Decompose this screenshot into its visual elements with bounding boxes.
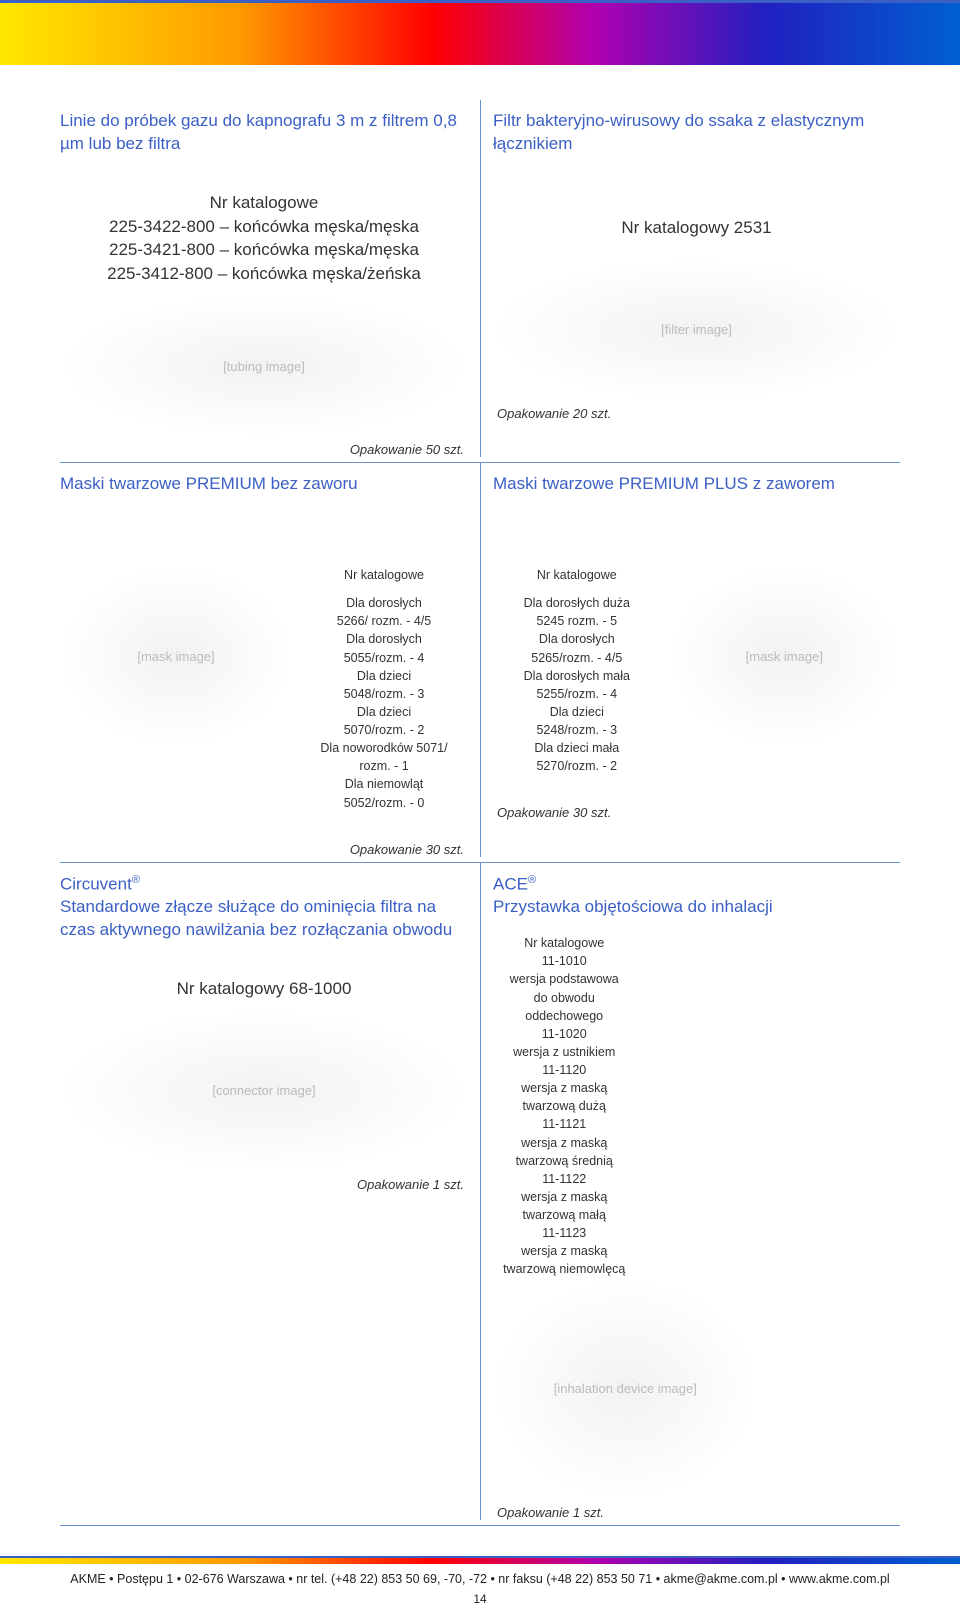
- product-image-ace: [inhalation device image]: [493, 1279, 758, 1499]
- catalog-lines: Dla dorosłych 5266/ rozm. - 4/5 Dla doro…: [300, 594, 468, 812]
- catalog-heading: Nr katalogowe: [300, 566, 468, 584]
- page-number: 14: [0, 1592, 960, 1616]
- product-row-1: Linie do próbek gazu do kapnografu 3 m z…: [60, 100, 900, 457]
- catalog-heading: Nr katalogowe: [493, 566, 661, 584]
- packaging-info: Opakowanie 30 szt.: [60, 842, 468, 857]
- header-gradient-bar: [0, 0, 960, 65]
- catalog-lines: Nr katalogowe 11-1010 wersja podstawowa …: [493, 934, 635, 1278]
- product-title: ACE®Przystawka objętościowa do inhalacji: [493, 873, 900, 920]
- product-title: Maski twarzowe PREMIUM PLUS z zaworem: [493, 473, 900, 496]
- cell-mask-premium-plus: Maski twarzowe PREMIUM PLUS z zaworem Nr…: [480, 463, 900, 857]
- page-footer: AKME • Postępu 1 • 02-676 Warszawa • nr …: [0, 1556, 960, 1616]
- product-title: Circuvent®Standardowe złącze służące do …: [60, 873, 468, 942]
- product-title: Maski twarzowe PREMIUM bez zaworu: [60, 473, 468, 496]
- catalog-number: Nr katalogowy 2531: [493, 216, 900, 240]
- cell-ace: ACE®Przystawka objętościowa do inhalacji…: [480, 863, 900, 1520]
- cell-gas-sampling-lines: Linie do próbek gazu do kapnografu 3 m z…: [60, 100, 480, 457]
- cell-bacterial-filter: Filtr bakteryjno-wirusowy do ssaka z ela…: [480, 100, 900, 457]
- footer-contact-text: AKME • Postępu 1 • 02-676 Warszawa • nr …: [0, 1564, 960, 1592]
- product-title: Filtr bakteryjno-wirusowy do ssaka z ela…: [493, 110, 900, 156]
- catalog-number: Nr katalogowy 68-1000: [60, 977, 468, 1001]
- catalog-block: Nr katalogowe 225-3422-800 – końcówka mę…: [60, 191, 468, 286]
- catalog-lines: Dla dorosłych duża 5245 rozm. - 5 Dla do…: [493, 594, 661, 775]
- product-title: Linie do próbek gazu do kapnografu 3 m z…: [60, 110, 468, 156]
- page-content: Linie do próbek gazu do kapnografu 3 m z…: [0, 100, 960, 1536]
- packaging-info: Opakowanie 1 szt.: [493, 1505, 900, 1520]
- catalog-block: Nr katalogowe Dla dorosłych duża 5245 ro…: [493, 566, 661, 775]
- product-row-2: Maski twarzowe PREMIUM bez zaworu [mask …: [60, 463, 900, 857]
- catalog-lines: 225-3422-800 – końcówka męska/męska 225-…: [60, 215, 468, 286]
- product-image-filter: [filter image]: [493, 260, 900, 400]
- product-image-mask-plus: [mask image]: [669, 566, 900, 746]
- cell-mask-premium: Maski twarzowe PREMIUM bez zaworu [mask …: [60, 463, 480, 857]
- catalog-block: Nr katalogowe 11-1010 wersja podstawowa …: [493, 934, 635, 1278]
- footer-gradient-stripe: [0, 1556, 960, 1564]
- packaging-info: Opakowanie 50 szt.: [60, 442, 468, 457]
- packaging-info: Opakowanie 20 szt.: [493, 406, 900, 421]
- product-image-mask: [mask image]: [60, 566, 292, 746]
- catalog-block: Nr katalogowe Dla dorosłych 5266/ rozm. …: [300, 566, 468, 812]
- packaging-info: Opakowanie 1 szt.: [60, 1177, 468, 1192]
- packaging-info: Opakowanie 30 szt.: [493, 805, 900, 820]
- catalog-heading: Nr katalogowe: [60, 191, 468, 215]
- row-separator: [60, 1525, 900, 1526]
- cell-circuvent: Circuvent®Standardowe złącze służące do …: [60, 863, 480, 1520]
- product-image-tubing: [tubing image]: [60, 296, 468, 436]
- product-row-3: Circuvent®Standardowe złącze służące do …: [60, 863, 900, 1520]
- product-image-circuvent: [connector image]: [60, 1011, 468, 1171]
